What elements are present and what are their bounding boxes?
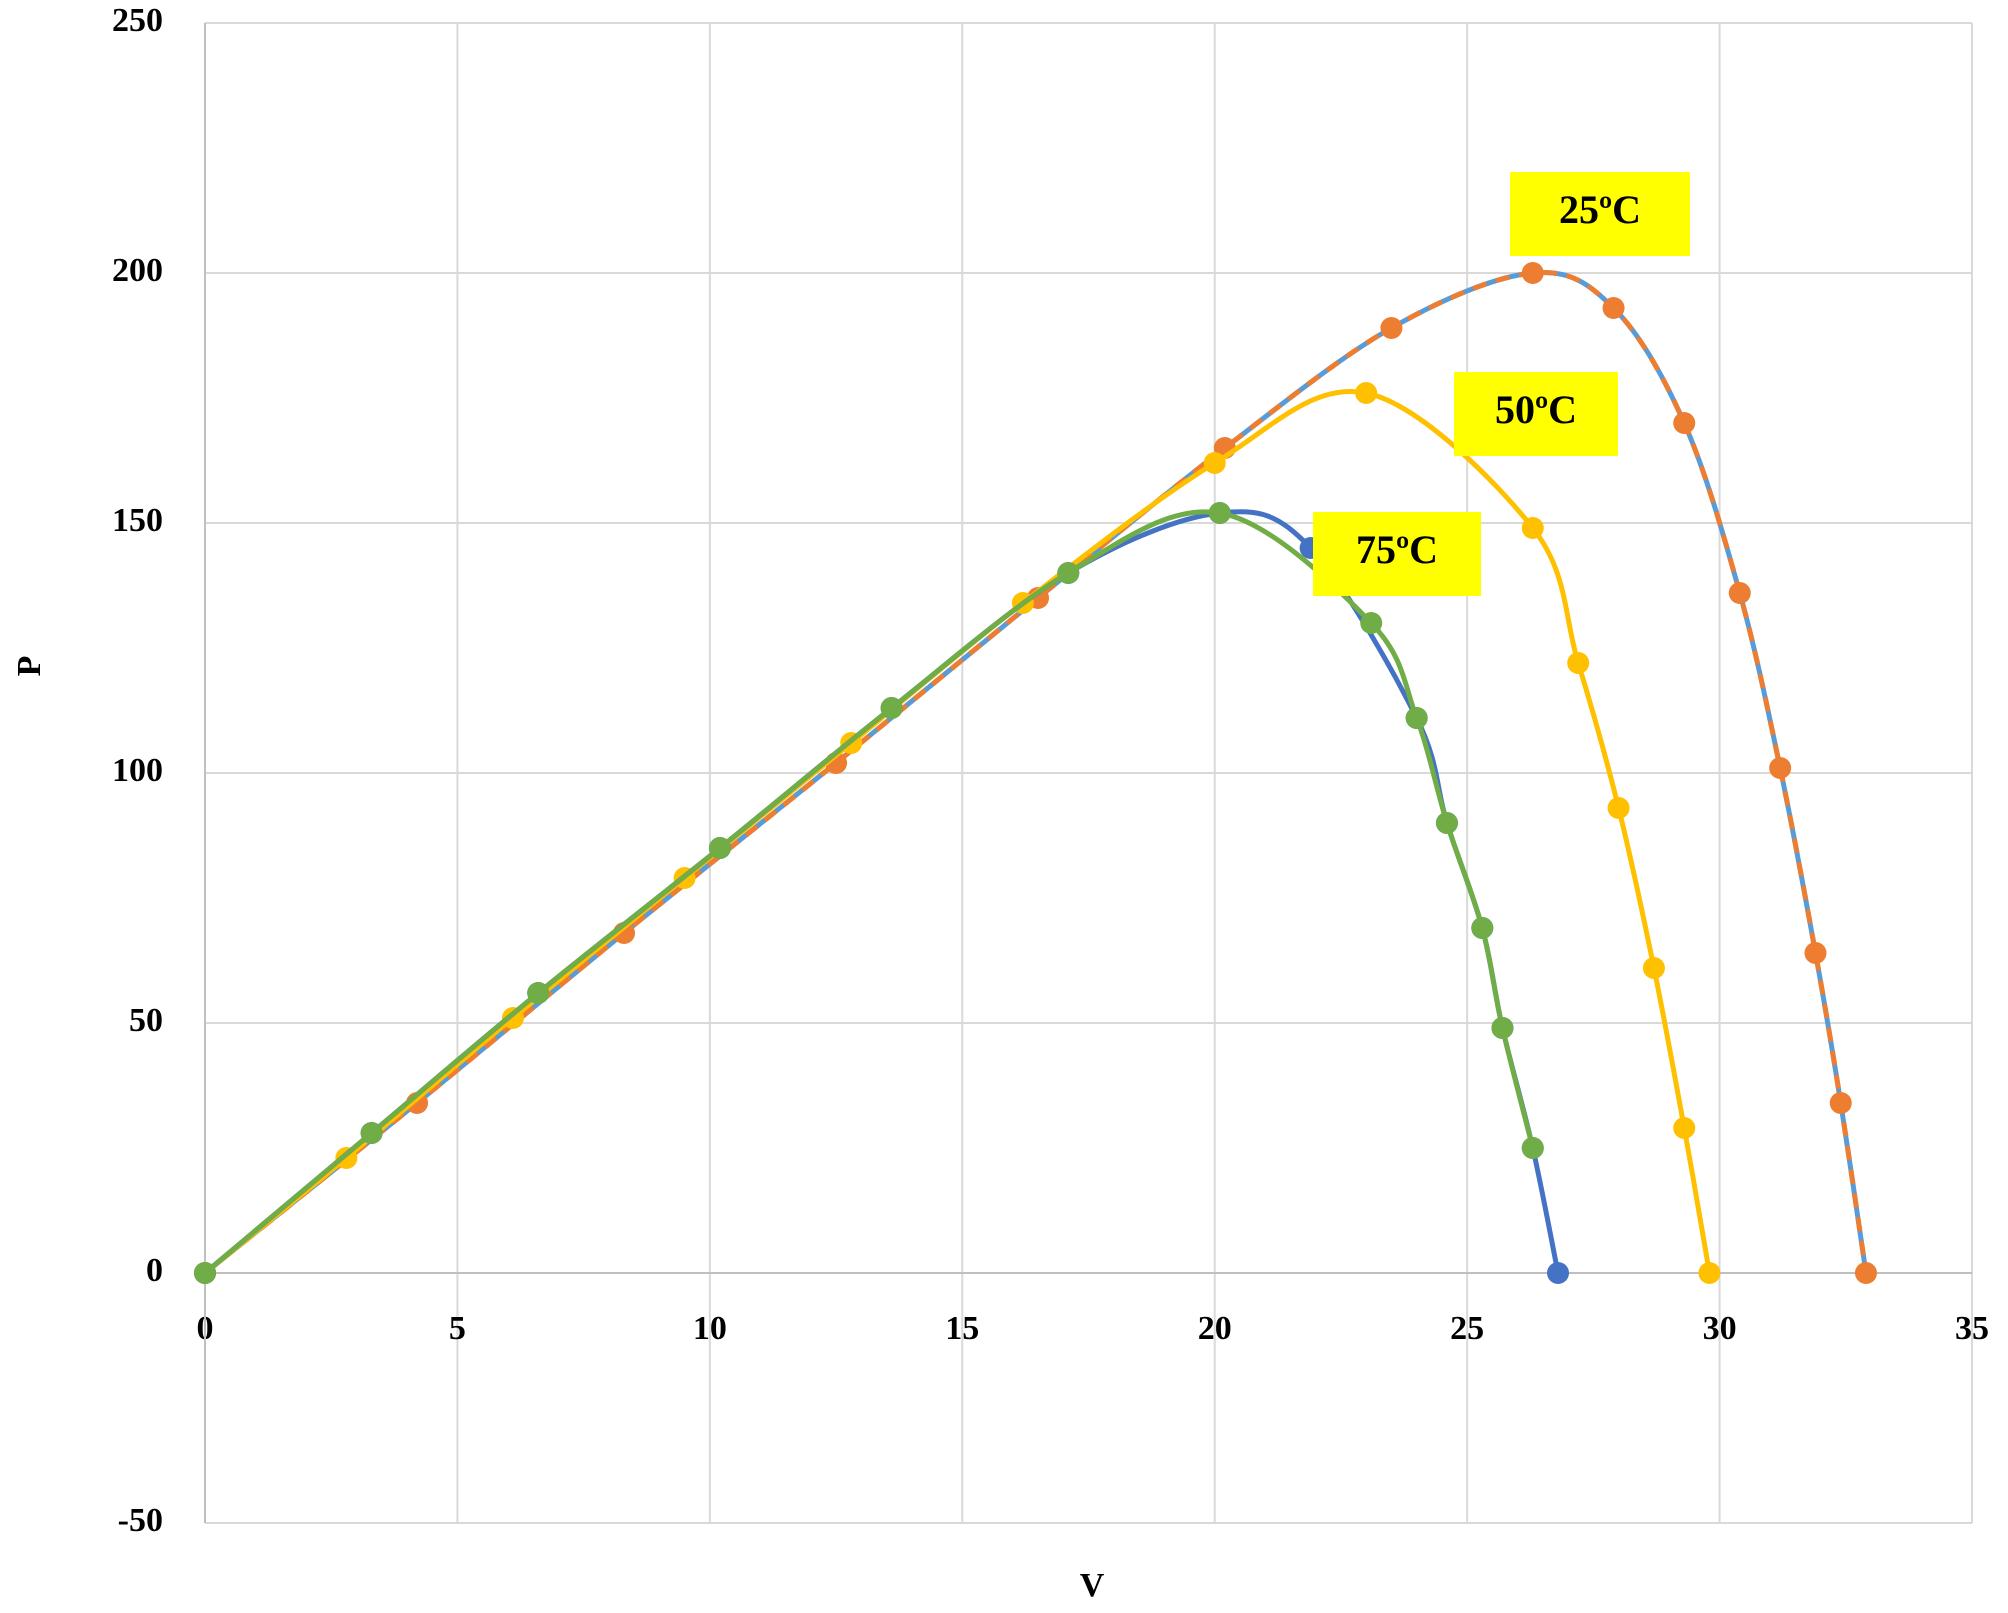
- data-point: [1491, 1017, 1514, 1039]
- data-point: [1769, 757, 1792, 779]
- data-point: [1057, 562, 1080, 584]
- data-point: [1829, 1092, 1852, 1114]
- data-point: [360, 1122, 383, 1144]
- data-point: [1208, 502, 1231, 524]
- y-tick-label: 250: [112, 2, 163, 39]
- data-point: [1607, 797, 1630, 819]
- x-tick-label: 30: [1703, 1310, 1737, 1347]
- data-point: [708, 837, 731, 859]
- x-tick-label: 35: [1955, 1310, 1989, 1347]
- data-point: [1521, 262, 1544, 284]
- data-point: [1698, 1262, 1721, 1284]
- data-point: [1521, 517, 1544, 539]
- data-point: [194, 1262, 216, 1284]
- data-point: [1673, 412, 1696, 434]
- y-tick-label: 0: [146, 1252, 163, 1289]
- y-tick-label: 200: [112, 252, 163, 289]
- series-line: [203, 509, 1561, 1275]
- x-tick-label: 25: [1450, 1310, 1484, 1347]
- annotation: 25ºC: [1559, 187, 1641, 232]
- x-tick-label: 15: [945, 1310, 979, 1347]
- data-point: [1547, 1262, 1570, 1284]
- annotation: 75ºC: [1356, 527, 1438, 572]
- annotation-box: [1454, 372, 1618, 456]
- data-point: [1642, 957, 1665, 979]
- y-tick-label: 100: [112, 752, 163, 789]
- y-tick-label: -50: [118, 1502, 163, 1539]
- y-axis-label: P: [11, 656, 48, 677]
- data-point: [1804, 942, 1827, 964]
- data-point: [880, 697, 903, 719]
- data-point: [1380, 317, 1403, 339]
- x-tick-label: 5: [449, 1310, 466, 1347]
- annotation-box: [1510, 172, 1690, 256]
- data-point: [1435, 812, 1458, 834]
- x-tick-label: 10: [693, 1310, 727, 1347]
- data-point: [1405, 707, 1428, 729]
- data-point: [1728, 582, 1751, 604]
- x-tick-label: 20: [1198, 1310, 1232, 1347]
- y-tick-label: 150: [112, 502, 163, 539]
- series-line: [203, 509, 1536, 1275]
- data-point: [1854, 1262, 1877, 1284]
- annotation-box: [1313, 512, 1481, 596]
- data-point: [1673, 1117, 1696, 1139]
- data-point: [527, 982, 550, 1004]
- data-point: [1355, 382, 1378, 404]
- data-point: [1567, 652, 1590, 674]
- data-point: [1203, 452, 1226, 474]
- data-point: [1602, 297, 1625, 319]
- y-tick-label: 50: [129, 1002, 163, 1039]
- data-point: [1360, 612, 1383, 634]
- data-point: [1521, 1137, 1544, 1159]
- series-line: [203, 389, 1712, 1275]
- x-axis-label: V: [1080, 1567, 1105, 1604]
- data-point: [1471, 917, 1494, 939]
- annotation: 50ºC: [1495, 387, 1577, 432]
